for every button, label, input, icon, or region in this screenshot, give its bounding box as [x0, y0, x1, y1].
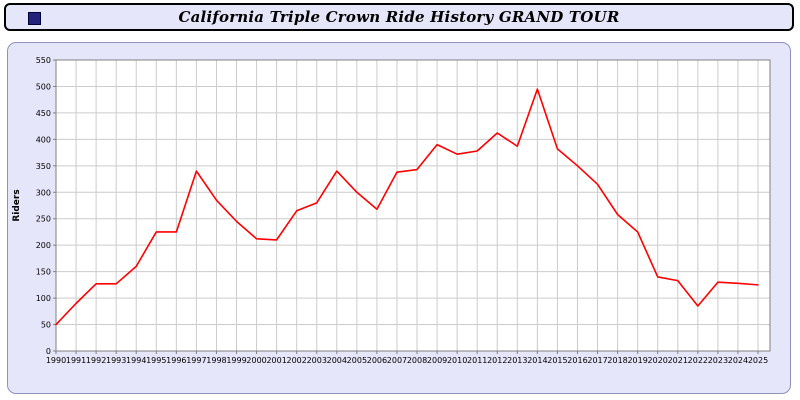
x-tick-label: 1995	[146, 356, 166, 365]
x-tick-label: 1998	[206, 356, 226, 365]
chart-svg: 1990 1991 1992 1993 1994 1995 1996 1997 1998 1999…	[12, 56, 771, 365]
y-tick-label: 100	[36, 294, 51, 303]
x-tick-label: 2019	[627, 356, 647, 365]
x-tick-label: 2025	[748, 356, 768, 365]
x-tick-label: 1990	[46, 356, 66, 365]
chart-panel: 1990 1991 1992 1993 1994 1995 1996 1997 1998 1999…	[7, 42, 791, 394]
x-tick-label: 2022	[688, 356, 708, 365]
title-bar: California Triple Crown Ride History GRA…	[4, 3, 794, 31]
y-tick-label: 450	[36, 109, 51, 118]
y-tick-label: 300	[36, 188, 51, 197]
x-tick-label: 2018	[607, 356, 627, 365]
page-title: California Triple Crown Ride History GRA…	[178, 8, 620, 26]
data-line	[55, 88, 759, 326]
x-tick-label: 2017	[587, 356, 607, 365]
x-tick-label: 1992	[86, 356, 106, 365]
x-tick-label: 2002	[287, 356, 307, 365]
x-tick-label: 2004	[327, 356, 347, 365]
x-tick-label: 2007	[387, 356, 407, 365]
window-icon	[28, 12, 41, 25]
y-tick-label: 400	[36, 135, 51, 144]
x-tick-label: 2013	[507, 356, 527, 365]
x-tick-label: 2024	[728, 356, 748, 365]
x-tick-label: 2000	[246, 356, 266, 365]
x-tick-label: 2010	[447, 356, 467, 365]
x-tick-label: 2009	[427, 356, 447, 365]
y-tick-label: 150	[36, 268, 51, 277]
x-tick-label: 2001	[266, 356, 286, 365]
x-tick-label: 1991	[66, 356, 86, 365]
y-tick-label: 500	[36, 82, 51, 91]
x-tick-label: 2021	[668, 356, 688, 365]
x-tick-label: 2012	[487, 356, 507, 365]
x-tick-label: 1999	[226, 356, 246, 365]
plot-area	[56, 60, 770, 351]
y-axis-title: Riders	[12, 189, 22, 221]
x-tick-label: 1996	[166, 356, 186, 365]
x-tick-label: 2015	[547, 356, 567, 365]
y-tick-label: 0	[46, 347, 51, 356]
x-tick-label: 2011	[467, 356, 487, 365]
x-tick-label: 1997	[186, 356, 206, 365]
y-tick-label: 250	[36, 215, 51, 224]
x-tick-label: 2016	[567, 356, 587, 365]
x-tick-label: 2014	[527, 356, 547, 365]
y-tick-label: 200	[36, 241, 51, 250]
x-tick-label: 2005	[347, 356, 367, 365]
y-tick-label: 50	[41, 321, 51, 330]
x-tick-label: 2008	[407, 356, 427, 365]
x-tick-label: 1994	[126, 356, 146, 365]
plot-border	[55, 59, 771, 352]
y-tick-label: 550	[36, 56, 51, 65]
x-tick-label: 1993	[106, 356, 126, 365]
x-tick-label: 2003	[307, 356, 327, 365]
x-tick-label: 2023	[708, 356, 728, 365]
x-tick-label: 2020	[648, 356, 668, 365]
y-tick-label: 350	[36, 162, 51, 171]
x-tick-label: 2006	[367, 356, 387, 365]
